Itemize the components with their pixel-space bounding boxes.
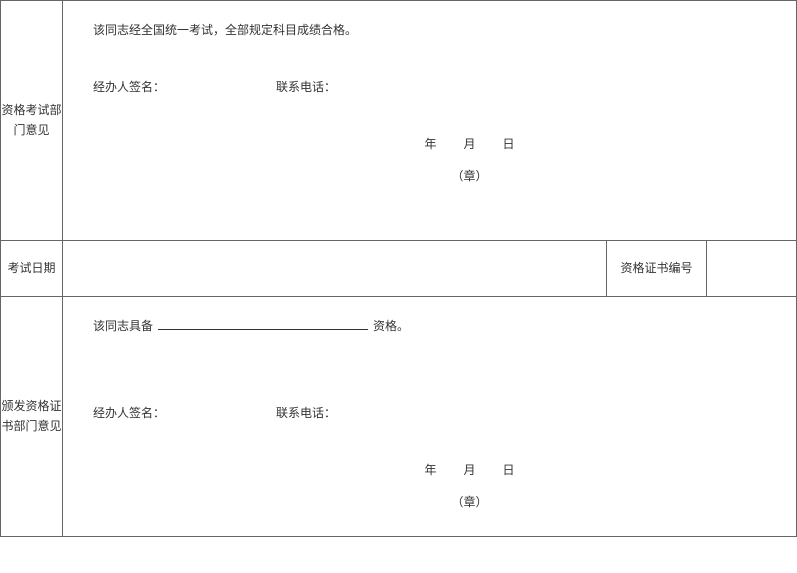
year-label: 年 bbox=[424, 137, 436, 151]
issue-dept-opinion-row: 颁发资格证书部门意见 该同志具备 资格。 经办人签名： 联系电话： 年 月 日 … bbox=[1, 297, 797, 537]
year-label-2: 年 bbox=[424, 463, 436, 477]
exam-dept-header-text: 资格考试部门意见 bbox=[1, 103, 61, 136]
exam-date-value bbox=[63, 241, 607, 297]
phone-label-2: 联系电话： bbox=[276, 406, 336, 420]
exam-dept-stamp: （章） bbox=[93, 167, 766, 184]
qualification-blank bbox=[158, 318, 368, 330]
statement-suffix: 资格。 bbox=[373, 319, 409, 333]
issue-dept-header-text: 颁发资格证书部门意见 bbox=[1, 399, 61, 432]
exam-dept-opinion-row: 资格考试部门意见 该同志经全国统一考试，全部规定科目成绩合格。 经办人签名： 联… bbox=[1, 1, 797, 241]
exam-dept-date-line: 年 月 日 bbox=[93, 135, 766, 152]
issue-dept-date-line: 年 月 日 bbox=[93, 461, 766, 478]
handler-sign-label: 经办人签名： bbox=[93, 78, 273, 95]
exam-date-label-text: 考试日期 bbox=[7, 261, 55, 275]
cert-number-label-text: 资格证书编号 bbox=[620, 261, 692, 275]
day-label-2: 日 bbox=[503, 463, 515, 477]
form-table: 资格考试部门意见 该同志经全国统一考试，全部规定科目成绩合格。 经办人签名： 联… bbox=[0, 0, 797, 537]
exam-date-label: 考试日期 bbox=[1, 241, 63, 297]
month-label-2: 月 bbox=[463, 463, 475, 477]
cert-number-label: 资格证书编号 bbox=[606, 241, 706, 297]
issue-dept-body: 该同志具备 资格。 经办人签名： 联系电话： 年 月 日 （章） bbox=[63, 297, 797, 537]
month-label: 月 bbox=[463, 137, 475, 151]
exam-dept-body: 该同志经全国统一考试，全部规定科目成绩合格。 经办人签名： 联系电话： 年 月 … bbox=[63, 1, 797, 241]
issue-dept-statement: 该同志具备 资格。 bbox=[93, 317, 766, 334]
exam-dept-statement: 该同志经全国统一考试，全部规定科目成绩合格。 bbox=[93, 21, 766, 38]
phone-label: 联系电话： bbox=[276, 80, 336, 94]
issue-dept-sig-line: 经办人签名： 联系电话： bbox=[93, 404, 766, 421]
exam-dept-header: 资格考试部门意见 bbox=[1, 1, 63, 241]
exam-info-row: 考试日期 资格证书编号 bbox=[1, 241, 797, 297]
handler-sign-label-2: 经办人签名： bbox=[93, 404, 273, 421]
issue-dept-header: 颁发资格证书部门意见 bbox=[1, 297, 63, 537]
cert-number-value bbox=[706, 241, 796, 297]
day-label: 日 bbox=[503, 137, 515, 151]
exam-dept-sig-line: 经办人签名： 联系电话： bbox=[93, 78, 766, 95]
statement-prefix: 该同志具备 bbox=[93, 319, 153, 333]
issue-dept-stamp: （章） bbox=[93, 493, 766, 510]
